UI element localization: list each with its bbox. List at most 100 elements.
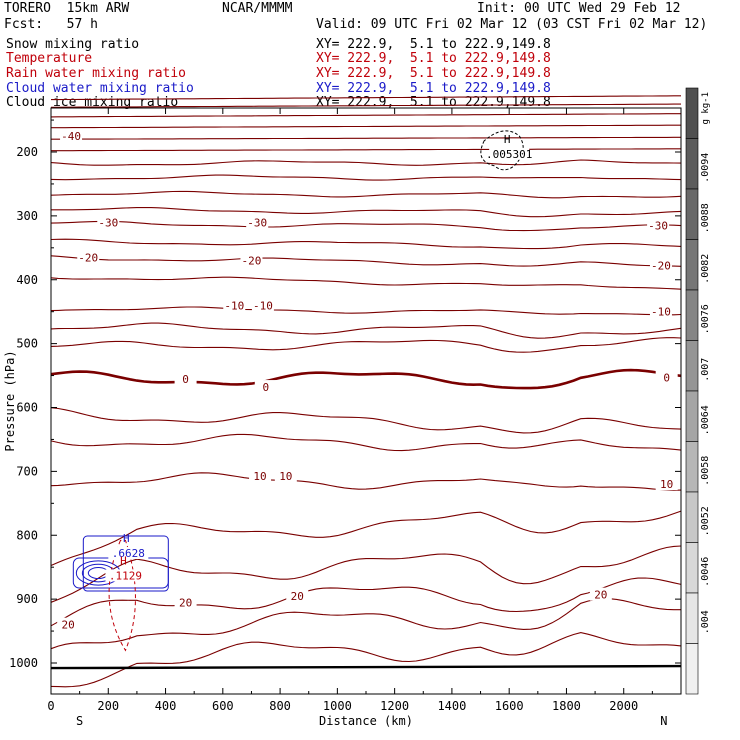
isotherm-line xyxy=(50,510,682,567)
contour-label-bg xyxy=(647,218,670,232)
contour-label: -10 xyxy=(651,306,671,319)
contour-label: 0 xyxy=(663,371,670,384)
colorbar-label: .004 xyxy=(700,610,711,634)
contour-label: -20 xyxy=(651,260,671,273)
isotherm-line xyxy=(51,124,681,129)
colorbar-label: .0094 xyxy=(700,153,711,183)
contour-label-bg xyxy=(655,477,678,491)
contour-label-bg xyxy=(249,468,272,482)
x-tick-label: 1000 xyxy=(323,699,352,713)
contour-label: 20 xyxy=(291,590,304,603)
contour-label: 0 xyxy=(262,381,269,394)
isotherm-line xyxy=(51,148,681,152)
y-tick-label: 900 xyxy=(16,592,38,606)
isotherm-line xyxy=(51,206,682,218)
y-tick-label: 400 xyxy=(16,273,38,287)
contour-label: -30 xyxy=(247,216,267,229)
isotherm-line xyxy=(50,337,682,353)
y-tick-label: 600 xyxy=(16,401,38,415)
contour-labels: -40 -30 -30 -30 -20 -20 -20 -10 -10 -10 0 0 0 10 10 10 2… xyxy=(57,129,678,632)
isotherm-line xyxy=(50,322,682,339)
contour-label-bg xyxy=(174,595,197,609)
colorbar-label: .0064 xyxy=(700,405,711,435)
colorbar-unit: g kg-1 xyxy=(701,92,711,125)
y-tick-label: 500 xyxy=(16,337,38,351)
contour-label-bg xyxy=(240,253,263,267)
contour-label: -30 xyxy=(98,216,118,229)
contour-label-bg xyxy=(97,215,120,229)
legend-snow-xy: XY= 222.9, 5.1 to 222.9,149.8 xyxy=(316,37,551,52)
contour-label-bg xyxy=(286,588,309,602)
north-label: N xyxy=(660,714,667,728)
max-value-label: .6628 xyxy=(112,547,145,560)
isotherm-line xyxy=(50,598,681,650)
isotherm-line xyxy=(50,306,682,316)
legend-rain: Rain water mixing ratio xyxy=(6,66,187,81)
y-tick-label: 300 xyxy=(16,209,38,223)
x-tick-label: 2000 xyxy=(609,699,638,713)
colorbar-label: .0058 xyxy=(700,456,711,486)
x-tick-label: 1400 xyxy=(437,699,466,713)
model-title: TORERO 15km ARW xyxy=(4,1,130,16)
legend-temperature-xy: XY= 222.9, 5.1 to 222.9,149.8 xyxy=(316,51,551,66)
x-tick-label: 400 xyxy=(155,699,177,713)
y-tick-label: 200 xyxy=(16,145,38,159)
contour-label: 20 xyxy=(179,596,192,609)
x-tick-label: 600 xyxy=(212,699,234,713)
legend-rain-xy: XY= 222.9, 5.1 to 222.9,149.8 xyxy=(316,66,551,81)
x-tick-label: 1600 xyxy=(495,699,524,713)
x-tick-label: 1200 xyxy=(380,699,409,713)
contour-label: 10 xyxy=(253,470,266,483)
colorbar-swatch xyxy=(685,592,699,644)
contour-label-bg xyxy=(649,258,672,272)
temperature-contours xyxy=(50,95,682,688)
contour-label-bg xyxy=(254,380,277,394)
contour-label: 20 xyxy=(594,589,607,602)
org-name: NCAR/MMMM xyxy=(222,1,293,16)
colorbar-swatch xyxy=(685,390,699,442)
contour-label-bg xyxy=(655,370,678,384)
isotherm-line xyxy=(50,472,682,491)
colorbar-swatch xyxy=(685,441,699,493)
legend-snow: Snow mixing ratio xyxy=(6,37,140,52)
x-tick-label: 1800 xyxy=(552,699,581,713)
contour-label: 20 xyxy=(62,619,75,632)
colorbar-swatch xyxy=(685,643,699,695)
init-time: Init: 00 UTC Wed 29 Feb 12 xyxy=(477,1,681,16)
max-label-bg xyxy=(489,147,530,160)
isotherm-line xyxy=(50,255,682,267)
contour-label-bg xyxy=(174,371,197,385)
legend-cloud-water-xy: XY= 222.9, 5.1 to 222.9,149.8 xyxy=(316,81,551,96)
contour-label: -40 xyxy=(61,130,81,143)
contour-label-bg xyxy=(57,617,80,631)
contour-label: 0 xyxy=(182,373,189,386)
contour-label: 10 xyxy=(279,470,292,483)
isotherm-line xyxy=(50,174,682,181)
isotherm-line xyxy=(50,276,682,290)
contour-label-bg xyxy=(246,215,269,229)
colorbar-label: .007 xyxy=(700,358,711,382)
contour-label: -10 xyxy=(253,299,273,312)
isotherm-line xyxy=(50,577,682,627)
y-tick-label: 800 xyxy=(16,528,38,542)
colorbar-swatch xyxy=(685,188,699,240)
isotherm-line xyxy=(50,220,682,232)
x-axis-label: Distance (km) xyxy=(319,714,413,728)
isotherm-line xyxy=(50,159,682,166)
valid-time: Valid: 09 UTC Fri 02 Mar 12 (03 CST Fri … xyxy=(316,17,708,32)
max-marker-H: H xyxy=(504,133,511,146)
x-tick-label: 200 xyxy=(97,699,119,713)
isotherm-line xyxy=(50,238,682,250)
cloud-water-contour xyxy=(87,567,109,580)
max-label-bg xyxy=(108,547,149,560)
colorbar-label: .0052 xyxy=(700,506,711,536)
isotherm-line xyxy=(51,95,681,101)
y-tick-label: 1000 xyxy=(9,656,38,670)
x-tick-label: 0 xyxy=(47,699,54,713)
x-tick-label: 800 xyxy=(269,699,291,713)
y-tick-label: 700 xyxy=(16,464,38,478)
max-value-label: .005301 xyxy=(486,148,532,161)
y-axis-label: Pressure (hPa) xyxy=(3,350,17,451)
colorbar-swatch xyxy=(685,491,699,543)
